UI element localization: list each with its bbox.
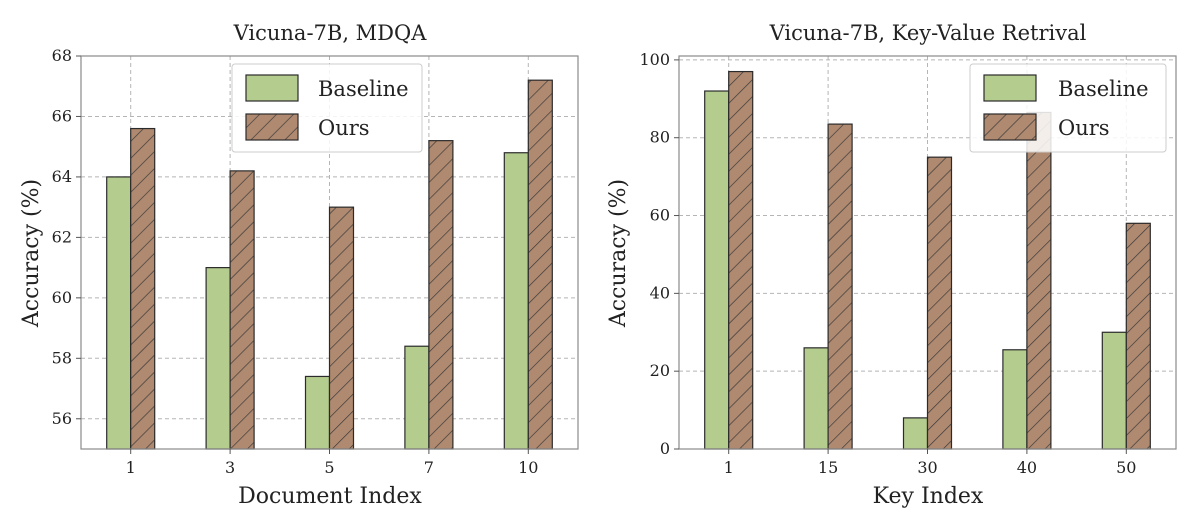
bar-baseline-30: [902, 417, 929, 450]
legend-label-baseline: Baseline: [1058, 77, 1149, 101]
bar-baseline-1: [106, 176, 132, 450]
legend-label-ours: Ours: [1058, 116, 1110, 140]
y-tick-label: 58: [52, 348, 72, 367]
bar-ours-5: [328, 206, 355, 450]
bars: [704, 70, 1151, 450]
bar-baseline-5: [304, 375, 331, 450]
y-tick-label: 64: [52, 167, 72, 186]
legend-swatch-baseline: [245, 74, 299, 102]
y-tick-label: 20: [650, 361, 670, 380]
x-tick-label: 1: [724, 458, 734, 477]
bar-ours-3: [229, 170, 255, 450]
x-tick-label: 40: [1017, 458, 1037, 477]
x-tick-label: 30: [917, 458, 937, 477]
bar-baseline-7: [404, 345, 430, 450]
legend: Baseline Ours: [231, 63, 423, 153]
ticks: 56 58 60 62 64 66 68 1 3 5 7 10: [52, 46, 539, 477]
chart-title: Vicuna-7B, Key-Value Retrival: [769, 21, 1087, 45]
legend-label-ours: Ours: [318, 116, 370, 140]
y-tick-label: 60: [650, 206, 670, 225]
y-axis-label: Accuracy (%): [19, 179, 44, 328]
legend-swatch-baseline: [983, 74, 1037, 102]
y-tick-label: 80: [650, 128, 670, 147]
x-tick-label: 3: [225, 458, 235, 477]
legend-swatch-ours: [245, 113, 299, 141]
legend-label-baseline: Baseline: [318, 77, 409, 101]
ticks: 0 20 40 60 80 100 1 15 30 40 50: [639, 50, 1136, 477]
bar-baseline-40: [1002, 349, 1028, 450]
bar-baseline-15: [803, 347, 829, 450]
y-tick-label: 60: [52, 288, 72, 307]
bar-ours-7: [428, 140, 454, 450]
bar-ours-50: [1125, 222, 1151, 450]
bar-ours-40: [1026, 111, 1052, 450]
y-tick-label: 56: [52, 409, 72, 428]
x-tick-label: 15: [818, 458, 838, 477]
x-tick-label: 10: [518, 458, 538, 477]
bar-ours-1: [728, 70, 754, 450]
x-tick-label: 50: [1116, 458, 1136, 477]
bar-baseline-10: [503, 152, 529, 450]
y-tick-label: 0: [660, 439, 670, 458]
bar-ours-1: [130, 127, 156, 450]
x-axis-label: Document Index: [238, 484, 422, 509]
legend: Baseline Ours: [969, 63, 1167, 153]
y-axis-label: Accuracy (%): [606, 179, 631, 328]
y-tick-label: 68: [52, 46, 72, 65]
chart-title: Vicuna-7B, MDQA: [233, 21, 428, 45]
x-tick-label: 7: [424, 458, 434, 477]
bar-baseline-3: [205, 267, 231, 450]
y-tick-label: 62: [52, 227, 72, 246]
legend-swatch-ours: [983, 113, 1037, 141]
chart-key-value-retrieval: Vicuna-7B, Key-Value Retrival Key Index …: [606, 21, 1177, 509]
x-tick-label: 1: [126, 458, 136, 477]
bar-baseline-50: [1101, 331, 1127, 450]
bar-ours-30: [926, 156, 953, 450]
y-tick-label: 66: [52, 106, 72, 125]
x-axis-label: Key Index: [873, 484, 984, 509]
bar-ours-15: [827, 123, 853, 450]
bars: [106, 79, 553, 450]
bar-baseline-1: [704, 90, 730, 450]
y-tick-label: 40: [650, 283, 670, 302]
y-tick-label: 100: [639, 50, 670, 69]
bar-ours-10: [527, 79, 553, 450]
chart-mdqa: Vicuna-7B, MDQA Document Index Accuracy …: [19, 21, 579, 509]
x-tick-label: 5: [324, 458, 334, 477]
